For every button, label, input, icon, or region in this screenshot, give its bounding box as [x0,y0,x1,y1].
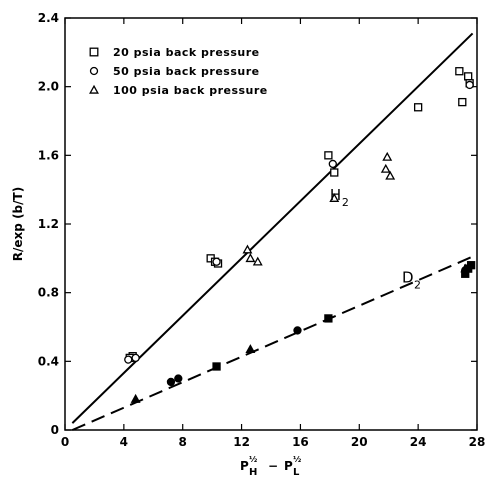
point-square-open-0-8 [455,67,464,76]
legend-label-1: 50 psia back pressure [113,65,260,78]
y-tick-label-2: 0.8 [38,286,59,300]
point-circle-open-1-0 [124,355,133,364]
x-tick-label-3: 12 [233,435,250,449]
point-triangle-filled-5-2 [460,263,471,273]
point-circle-filled-4-2 [293,326,302,335]
y-tick-label-5: 2.0 [38,80,59,94]
point-square-filled-3-4 [466,261,476,270]
point-triangle-filled-5-1 [245,344,256,354]
legend-label-2: 100 psia back pressure [113,84,268,97]
legend-marker-square [89,47,99,57]
point-circle-open-1-1 [131,353,140,363]
point-square-open-0-5 [324,151,333,160]
y-tick-label-1: 0.4 [38,354,59,368]
x-axis-label: P ½ H − P ½ L [240,454,301,478]
x-axis-label-half-1: ½ [249,454,257,464]
x-tick-label-4: 16 [292,435,309,449]
x-tick-label-7: 28 [469,435,486,449]
plot-frame [64,17,478,431]
curve-label-subscript-1: 2 [414,278,421,291]
y-tick-label-0: 0 [51,423,59,437]
x-tick-label-6: 24 [410,435,427,449]
data-points [124,67,476,403]
point-square-open-0-10 [464,72,473,81]
curve-labels: H 2D 2 [330,186,421,291]
point-square-filled-3-1 [324,314,333,323]
y-tick-label-4: 1.6 [38,148,59,162]
point-triangle-open-2-3 [329,193,340,202]
curve-label-d2: D [402,268,414,286]
point-triangle-open-2-1 [245,253,256,263]
axis-ticks: 0 4 8 12 16 20 24 28 0 0.4 0.8 1.2 1.6 2.0 2.4 [38,11,486,449]
point-triangle-open-2-5 [382,151,393,161]
x-axis-label-p-l: P [284,459,293,473]
legend-label-0: 20 psia back pressure [113,46,260,59]
y-tick-label-3: 1.2 [38,217,59,231]
point-triangle-open-2-2 [252,256,263,266]
x-tick-label-5: 20 [351,435,368,449]
curve-label-subscript-0: 2 [342,196,349,209]
x-tick-label-1: 4 [120,435,128,449]
point-circle-open-1-3 [328,159,337,169]
x-axis-label-h: H [249,467,257,478]
legend: 20 psia back pressure 50 psia back pressu… [89,46,268,97]
point-triangle-open-2-6 [385,170,396,180]
x-axis-label-p-h: P [240,459,249,473]
x-tick-label-0: 0 [61,435,69,449]
curve-label-h2: H [330,186,341,204]
legend-marker-triangle [89,84,99,94]
point-triangle-filled-5-0 [130,393,141,403]
point-circle-filled-4-0 [166,377,176,387]
legend-marker-circle [89,66,99,76]
x-axis-label-minus: − [268,459,278,473]
point-circle-open-1-2 [212,257,221,266]
point-triangle-open-2-4 [380,163,391,173]
x-axis-label-l: L [293,467,300,478]
point-circle-open-1-4 [465,80,474,90]
point-circle-filled-4-1 [174,374,183,383]
y-tick-label-6: 2.4 [38,11,59,25]
point-square-open-0-9 [458,97,467,107]
point-square-open-0-6 [330,168,339,177]
point-square-filled-3-0 [212,362,221,371]
y-axis-label: R/exp (b/T) [11,187,25,261]
x-tick-label-2: 8 [179,435,187,449]
point-triangle-open-2-0 [242,244,253,254]
point-square-open-0-7 [413,103,423,112]
x-axis-label-half-2: ½ [293,454,301,464]
